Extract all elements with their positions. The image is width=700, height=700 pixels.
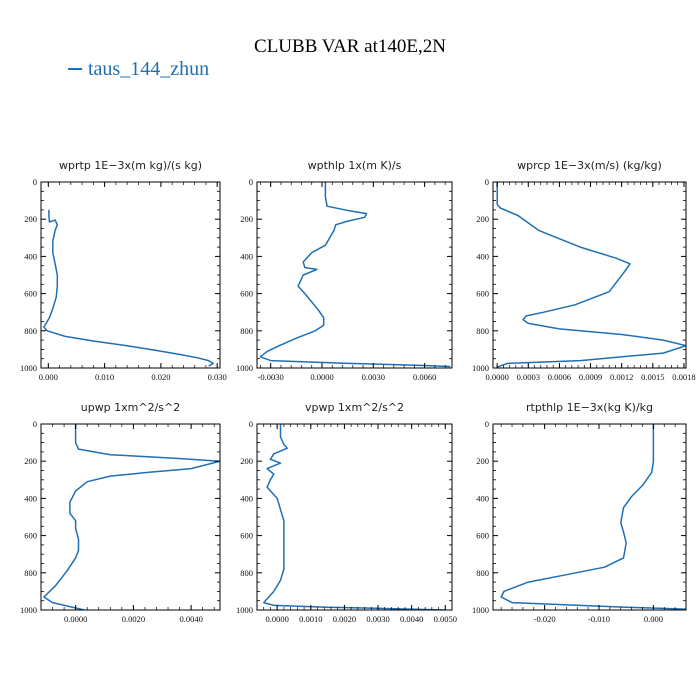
x-tick-label: 0.010 xyxy=(95,372,114,382)
panel-title: vpwp 1xm^2/s^2 xyxy=(305,401,404,414)
y-tick-label: 0 xyxy=(485,177,489,187)
panel-title: upwp 1xm^2/s^2 xyxy=(81,401,181,414)
figure-title: CLUBB VAR at140E,2N xyxy=(254,36,446,57)
x-tick-label: 0.0020 xyxy=(333,614,356,624)
x-tick-label: 0.030 xyxy=(208,372,227,382)
x-tick-label: 0.0030 xyxy=(362,372,385,382)
plot-frame xyxy=(256,181,453,369)
series-line xyxy=(262,424,446,610)
x-tick-label: 0.0060 xyxy=(413,372,436,382)
series-line xyxy=(496,182,686,368)
y-tick-label: 1000 xyxy=(472,605,489,615)
y-tick-label: 200 xyxy=(240,214,253,224)
series-line xyxy=(259,182,451,368)
x-tick-label: 0.020 xyxy=(151,372,170,382)
y-tick-label: 800 xyxy=(240,326,253,336)
y-tick-label: 800 xyxy=(476,326,489,336)
y-tick-label: 1000 xyxy=(236,363,253,373)
panel-title: wprtp 1E−3x(m kg)/(s kg) xyxy=(59,159,202,172)
y-tick-label: 400 xyxy=(24,251,37,261)
x-tick-label: 0.0000 xyxy=(485,372,508,382)
y-tick-label: 0 xyxy=(33,177,37,187)
panel-1: wprtp 1E−3x(m kg)/(s kg) 0 200 400 600 800 100… xyxy=(20,159,227,382)
x-tick-label: -0.0030 xyxy=(258,372,284,382)
y-tick-label: 600 xyxy=(476,531,489,541)
x-tick-label: 0.0012 xyxy=(610,372,633,382)
y-tick-label: 0 xyxy=(249,419,253,429)
panel-title: wpthlp 1x(m K)/s xyxy=(308,159,402,172)
y-tick-label: 800 xyxy=(24,568,37,578)
panel-2: wpthlp 1x(m K)/s 0 200 400 600 800 1000 -0.0030… xyxy=(236,159,453,382)
x-tick-label: 0.0000 xyxy=(64,614,87,624)
series-line xyxy=(43,209,214,367)
plot-frame xyxy=(40,423,221,611)
y-tick-label: 0 xyxy=(33,419,37,429)
plot-frame xyxy=(256,423,453,611)
x-tick-label: 0.0030 xyxy=(366,614,389,624)
y-tick-label: 200 xyxy=(240,456,253,466)
x-tick-label: 0.0018 xyxy=(672,372,695,382)
x-tick-label: 0.0040 xyxy=(400,614,423,624)
panel-title: wprcp 1E−3x(m/s) (kg/kg) xyxy=(517,159,662,172)
plot-frame xyxy=(40,181,221,369)
x-tick-label: 0.0003 xyxy=(517,372,540,382)
panel-5: vpwp 1xm^2/s^2 0 200 400 600 800 1000 0.0000 0.0… xyxy=(236,401,457,624)
y-tick-label: 200 xyxy=(476,214,489,224)
x-tick-label: 0.0010 xyxy=(299,614,322,624)
x-tick-label: 0.0020 xyxy=(122,614,145,624)
y-tick-label: 800 xyxy=(240,568,253,578)
y-tick-label: 800 xyxy=(24,326,37,336)
plot-frame xyxy=(492,181,687,369)
legend: taus_144_zhun xyxy=(68,58,209,81)
y-tick-label: 0 xyxy=(485,419,489,429)
x-tick-label: 0.0040 xyxy=(179,614,202,624)
panel-4: upwp 1xm^2/s^2 0 200 400 600 800 1000 0.0000 0.0… xyxy=(20,401,221,624)
y-tick-label: 600 xyxy=(476,289,489,299)
series-line xyxy=(500,424,686,610)
x-tick-label: -0.020 xyxy=(534,614,556,624)
plot-frame xyxy=(492,423,687,611)
y-tick-label: 400 xyxy=(476,251,489,261)
legend-label: taus_144_zhun xyxy=(88,58,210,80)
y-tick-label: 200 xyxy=(476,456,489,466)
y-tick-label: 200 xyxy=(24,456,37,466)
y-tick-label: 400 xyxy=(476,493,489,503)
y-tick-label: 400 xyxy=(24,493,37,503)
y-tick-label: 600 xyxy=(240,531,253,541)
y-tick-label: 400 xyxy=(240,251,253,261)
y-tick-label: 1000 xyxy=(20,605,37,615)
y-tick-label: 1000 xyxy=(20,363,37,373)
x-tick-label: 0.0050 xyxy=(434,614,457,624)
x-tick-label: 0.0009 xyxy=(579,372,602,382)
y-tick-label: 0 xyxy=(249,177,253,187)
y-tick-label: 600 xyxy=(24,531,37,541)
x-tick-label: 0.0000 xyxy=(265,614,288,624)
x-tick-label: 0.0000 xyxy=(310,372,333,382)
y-tick-label: 800 xyxy=(476,568,489,578)
y-tick-label: 1000 xyxy=(236,605,253,615)
x-tick-label: 0.000 xyxy=(39,372,58,382)
x-tick-label: 0.000 xyxy=(644,614,663,624)
panel-title: rtpthlp 1E−3x(kg K)/kg xyxy=(526,401,653,414)
panel-3: wprcp 1E−3x(m/s) (kg/kg) 0 200 400 600 800 100… xyxy=(472,159,696,382)
y-tick-label: 600 xyxy=(24,289,37,299)
y-tick-label: 1000 xyxy=(472,363,489,373)
series-line xyxy=(43,424,220,610)
x-tick-label: 0.0006 xyxy=(548,372,571,382)
y-tick-label: 600 xyxy=(240,289,253,299)
y-tick-label: 200 xyxy=(24,214,37,224)
x-tick-label: 0.0015 xyxy=(641,372,664,382)
legend-line-swatch xyxy=(68,68,82,71)
y-tick-label: 400 xyxy=(240,493,253,503)
x-tick-label: -0.010 xyxy=(588,614,610,624)
panel-6: rtpthlp 1E−3x(kg K)/kg 0 200 400 600 800 1000 -… xyxy=(472,401,687,624)
